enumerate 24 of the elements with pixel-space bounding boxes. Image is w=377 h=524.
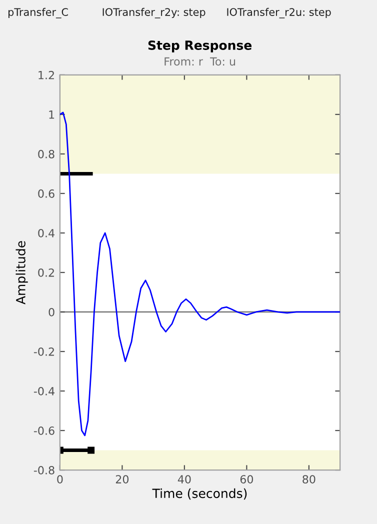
y-tick-label: 0 bbox=[48, 308, 54, 316]
y-tick-label: 0.4 bbox=[38, 228, 54, 238]
chart-title: Step Response bbox=[148, 40, 252, 52]
x-tick-label: 0 bbox=[57, 475, 63, 484]
x-tick-label: 80 bbox=[302, 475, 316, 484]
x-tick-label: 40 bbox=[178, 475, 191, 484]
y-tick-label: -0.2 bbox=[34, 347, 54, 356]
y-tick-label: 0.8 bbox=[38, 150, 54, 158]
y-tick-label: -0.6 bbox=[34, 426, 54, 435]
y-tick-label: 0.6 bbox=[38, 189, 54, 198]
y-tick-label: 1 bbox=[49, 110, 54, 119]
y-tick-label: 1.2 bbox=[38, 70, 54, 80]
y-axis-title: Amplitude bbox=[16, 241, 28, 304]
line-series bbox=[60, 112, 340, 436]
chart-subtitle: From: r To: u bbox=[164, 57, 236, 66]
text: IOTransfer_r2y: step bbox=[102, 8, 206, 18]
text: IOTransfer_r2u: step bbox=[227, 8, 331, 18]
x-tick-label: 60 bbox=[240, 475, 254, 484]
x-tick-label: 20 bbox=[116, 475, 129, 484]
x-axis-title: Time (seconds) bbox=[152, 488, 247, 500]
text: pTransfer_C bbox=[8, 8, 68, 18]
y-tick-label: -0.8 bbox=[34, 466, 54, 474]
y-tick-label: -0.4 bbox=[34, 386, 54, 396]
y-tick-label: 0.2 bbox=[38, 268, 54, 277]
